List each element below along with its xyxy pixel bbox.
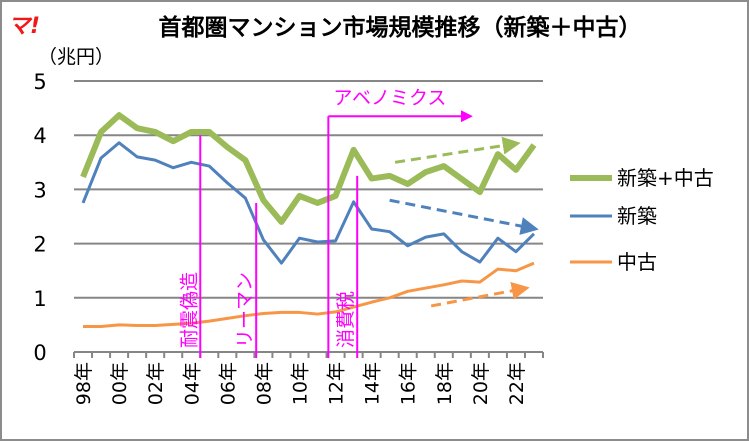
x-tick-label: 18年 [434,362,456,405]
y-tick-label: 3 [33,178,46,202]
legend-label: 新築 [617,204,657,228]
x-tick-label: 12年 [326,362,348,405]
trend-arrow [430,281,530,308]
x-tick-label: 06年 [217,362,239,405]
x-tick-label: 00年 [109,362,131,405]
y-tick-label: 0 [33,341,46,365]
x-tick-label: 98年 [73,362,95,405]
x-tick-label: 10年 [289,362,311,405]
trend-arrow [394,136,521,164]
series-line-3 [83,261,535,329]
x-tick-label: 16年 [398,362,420,405]
legend-label: 中古 [617,250,657,274]
x-tick-label: 22年 [506,362,528,405]
series-line-2 [81,141,536,265]
y-axis-label: （兆円） [38,46,115,68]
x-tick-label: 14年 [362,362,384,405]
y-tick-label: 5 [33,70,46,94]
y-tick-label: 4 [33,124,46,148]
legend-label: 新築+中古 [617,166,714,190]
logo: マ! [8,14,41,39]
series-line-1 [80,112,537,225]
chart-title: 首都圏マンション市場規模推移（新築＋中古） [158,15,642,41]
event-label: アベノミクス [333,87,446,109]
x-tick-label: 02年 [145,362,167,405]
trend-arrow [389,198,539,235]
y-tick-label: 2 [33,233,46,257]
y-tick-label: 1 [33,287,46,311]
event-label: リーマン [234,272,256,348]
event-label: 耐震偽造 [178,272,200,348]
x-tick-label: 04年 [181,362,203,405]
x-tick-label: 20年 [470,362,492,405]
x-tick-label: 08年 [253,362,275,405]
event-label: 消費税 [335,291,357,348]
